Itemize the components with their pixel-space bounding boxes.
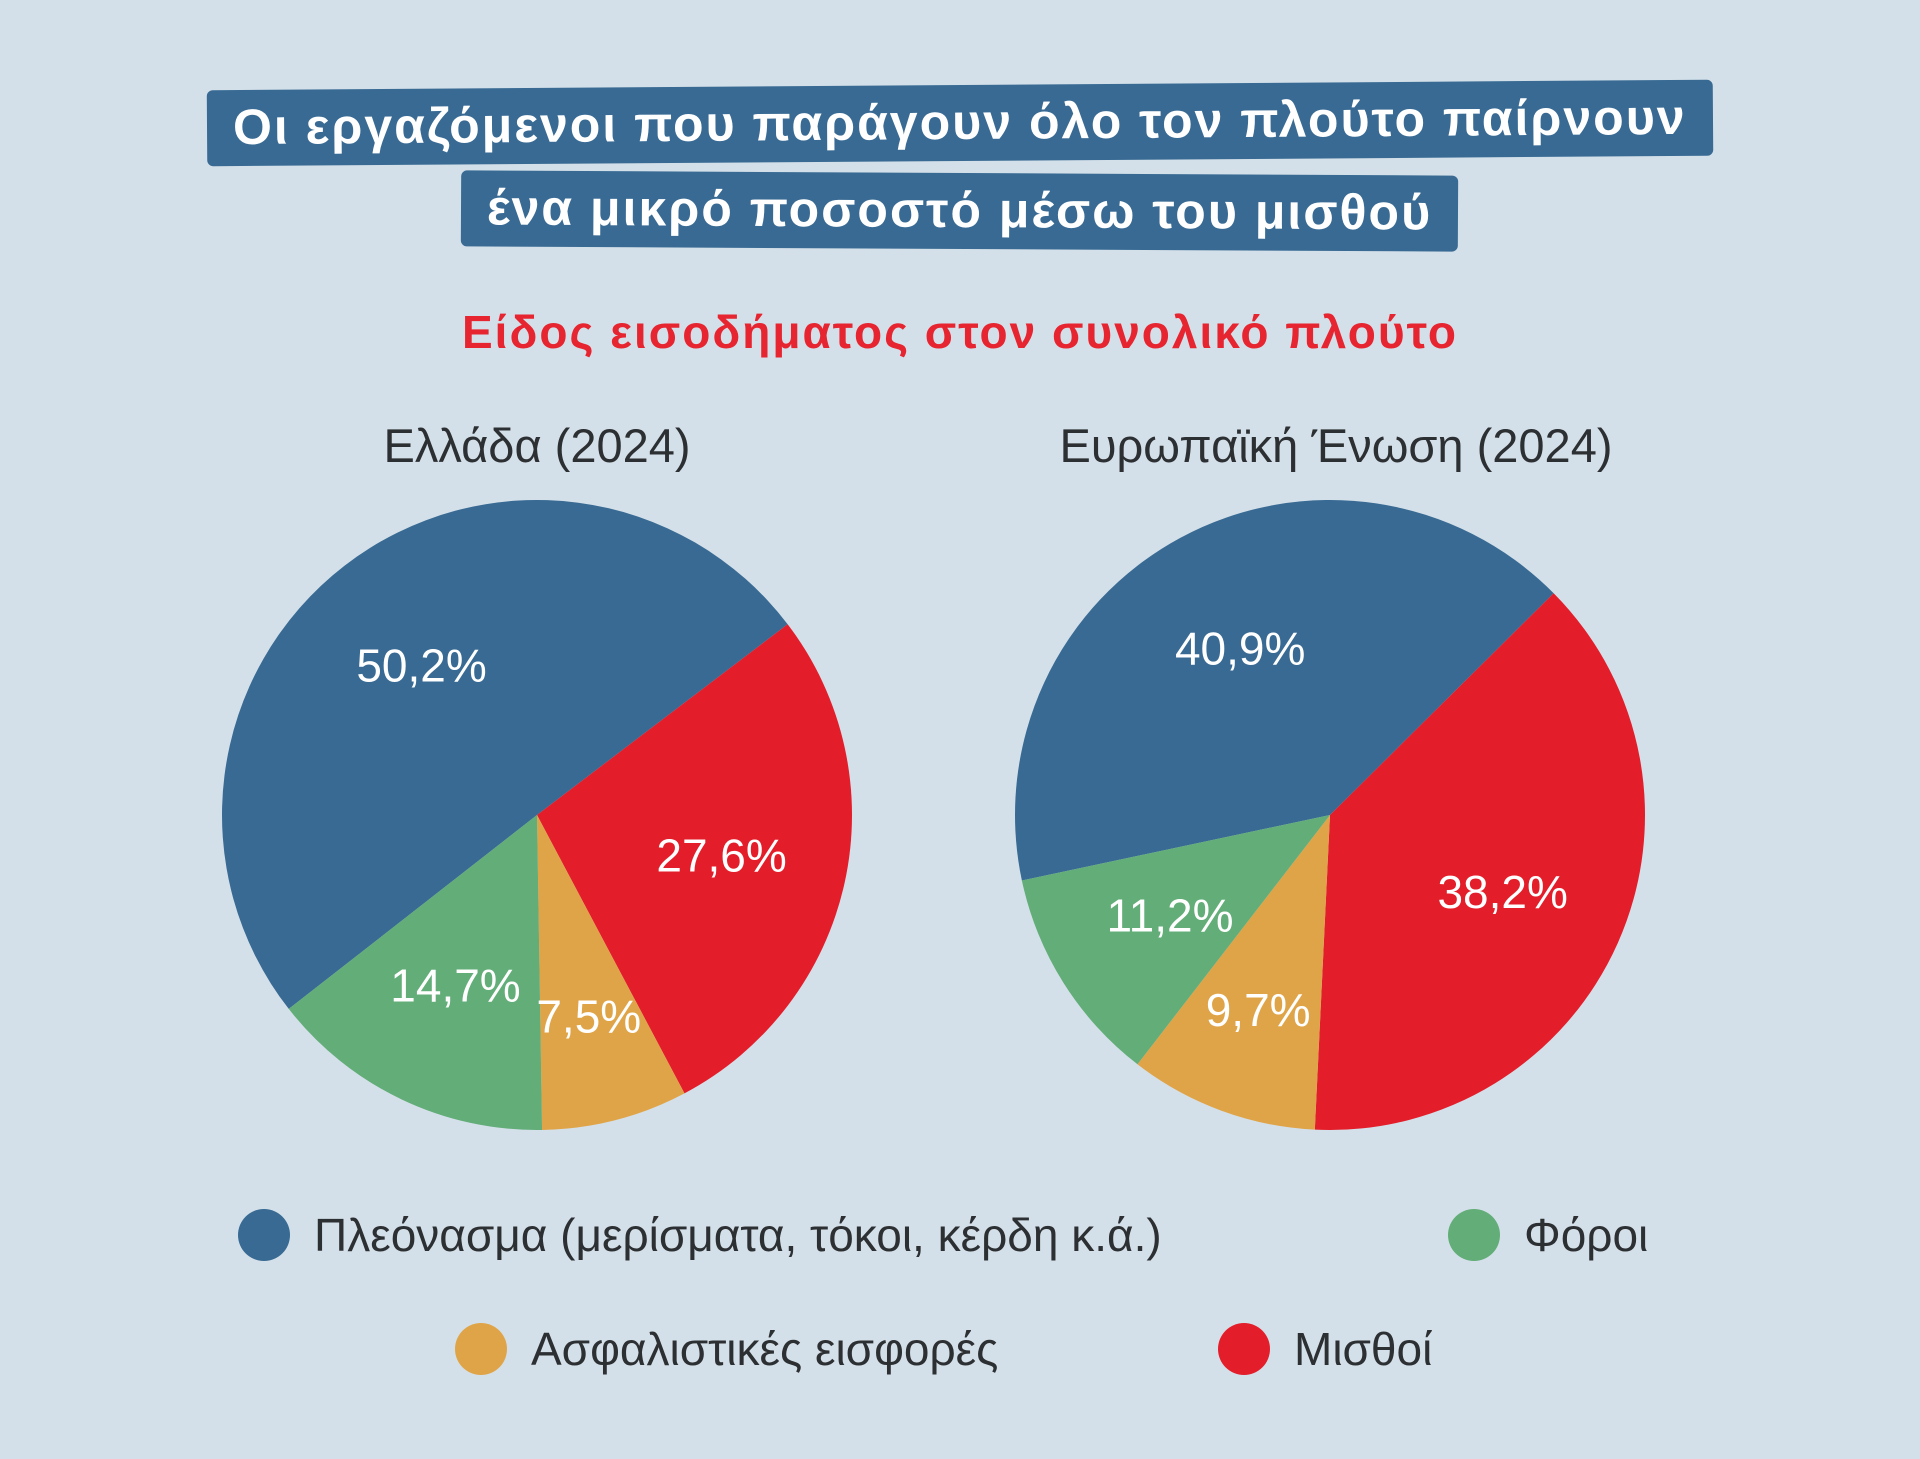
pie-label-eu-surplus: 40,9%	[1175, 623, 1305, 675]
pie-label-greece-contributions: 7,5%	[536, 990, 641, 1042]
legend-label-contributions: Ασφαλιστικές εισφορές	[531, 1323, 999, 1375]
pie-slice-eu-taxes	[1021, 815, 1330, 1065]
legend-swatch-wages	[1218, 1323, 1270, 1375]
pie-label-eu-contributions: 9,7%	[1206, 984, 1311, 1036]
legend-swatch-taxes	[1448, 1209, 1500, 1261]
legend-item-contributions: Ασφαλιστικές εισφορές	[455, 1322, 998, 1376]
pie-slice-greece-wages	[537, 624, 852, 1094]
legend-swatch-contributions	[455, 1323, 507, 1375]
pie-title-eu: Ευρωπαϊκή Ένωση (2024)	[1059, 419, 1613, 472]
legend-swatch-surplus	[238, 1209, 290, 1261]
legend-item-taxes: Φόροι	[1448, 1208, 1648, 1262]
pie-slice-eu-contributions	[1137, 815, 1330, 1130]
pie-slice-greece-taxes	[288, 815, 543, 1130]
legend-label-taxes: Φόροι	[1524, 1209, 1649, 1261]
pie-slice-greece-contributions	[537, 815, 685, 1130]
pie-slice-greece-surplus	[222, 500, 788, 1009]
legend-label-surplus: Πλεόνασμα (μερίσματα, τόκοι, κέρδη κ.ά.)	[314, 1209, 1162, 1261]
pie-label-eu-taxes: 11,2%	[1106, 890, 1233, 942]
pie-label-eu-wages: 38,2%	[1437, 866, 1567, 918]
pie-label-greece-taxes: 14,7%	[390, 960, 520, 1012]
chart-subtitle: Είδος εισοδήματος στον συνολικό πλούτο	[461, 306, 1459, 358]
pie-title-greece: Ελλάδα (2024)	[383, 419, 691, 472]
legend-label-wages: Μισθοί	[1294, 1323, 1433, 1375]
pie-eu: 40,9% 38,2% 9,7% 11,2%	[1014, 499, 1646, 1130]
pie-slice-eu-surplus	[1014, 499, 1554, 881]
pie-greece: 50,2% 27,6% 7,5% 14,7%	[222, 500, 852, 1130]
pie-label-greece-wages: 27,6%	[656, 830, 786, 882]
legend-item-surplus: Πλεόνασμα (μερίσματα, τόκοι, κέρδη κ.ά.)	[238, 1208, 1162, 1262]
pie-label-greece-surplus: 50,2%	[356, 639, 486, 691]
pie-slice-eu-wages	[1314, 593, 1646, 1130]
legend-item-wages: Μισθοί	[1218, 1322, 1432, 1376]
